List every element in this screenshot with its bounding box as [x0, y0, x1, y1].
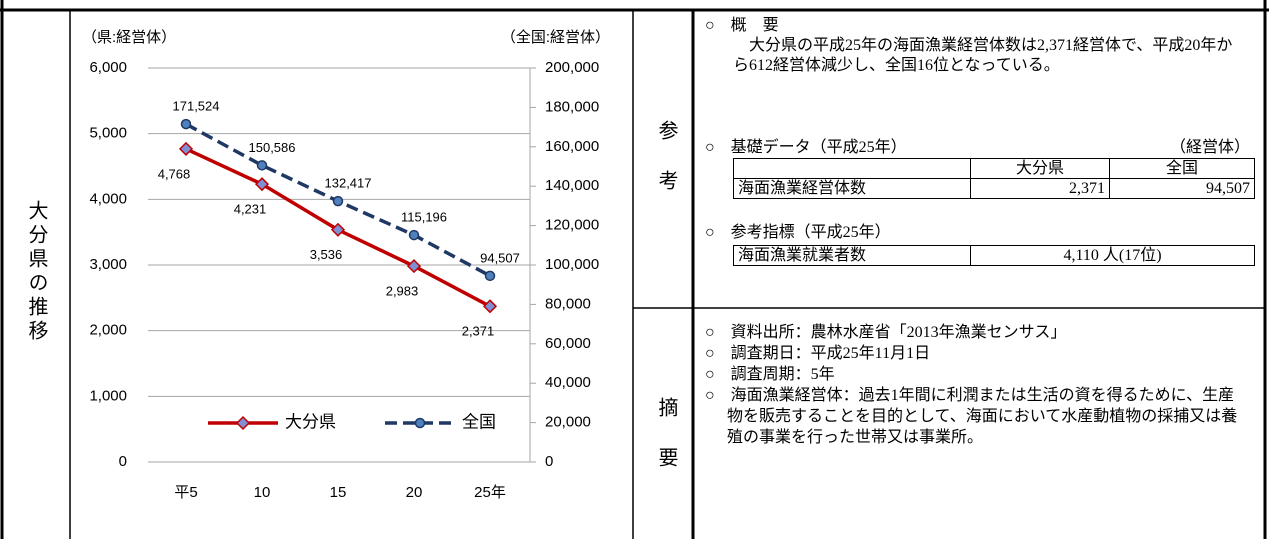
side-label: 大分県の推移: [25, 200, 47, 344]
y2-axis-title: （全国:経営体）: [501, 28, 610, 46]
y-tick-label: 2,000: [89, 322, 127, 339]
marker: [484, 270, 496, 282]
marker: [406, 259, 422, 274]
data-label: 4,231: [234, 202, 267, 217]
marker: [178, 141, 194, 156]
summary-item: ○ 資料出所：農林水産省「2013年漁業センサス」: [705, 324, 1067, 341]
y-tick-label: 3,000: [89, 256, 127, 273]
overview-text: 大分県の平成25年の海面漁業経営体数は2,371経営体で、平成20年から612経…: [733, 37, 1233, 74]
legend-label: 大分県: [285, 412, 336, 431]
summary-item: ○ 調査期日：平成25年11月1日: [705, 345, 931, 362]
y2-tick-label: 60,000: [545, 335, 591, 352]
marker: [332, 195, 344, 207]
table-header: 全国: [1109, 158, 1255, 179]
indicator-table: 海面漁業就業者数 4,110 人(17位): [733, 245, 1255, 266]
table-cell: 海面漁業就業者数: [733, 245, 971, 266]
table-header: 大分県: [970, 158, 1110, 179]
legend-marker: [414, 417, 426, 429]
marker: [256, 160, 268, 171]
legend-marker: [235, 415, 251, 431]
summary-list: ○ 資料出所：農林水産省「2013年漁業センサス」 ○ 調査期日：平成25年11月…: [705, 322, 1250, 448]
x-tick-label: 平5: [174, 484, 197, 501]
data-label: 115,196: [401, 210, 447, 225]
overview-heading: ○ 概 要: [705, 17, 779, 34]
chart: （県:経営体） （全国:経営体） 0 1,000 2,000 3,000 4,000 5,00…: [82, 28, 610, 501]
basic-heading: ○ 基礎データ（平成25年）: [705, 139, 907, 156]
data-label: 94,507: [480, 250, 520, 265]
marker: [482, 299, 498, 314]
y-tick-label: 1,000: [89, 387, 127, 404]
y2-tick-label: 140,000: [545, 177, 599, 194]
marker: [254, 177, 270, 192]
data-label: 150,586: [249, 140, 296, 155]
y-tick-label: 6,000: [89, 59, 127, 76]
reference-label: 参考: [655, 120, 677, 220]
table-cell: 2,371: [970, 178, 1110, 199]
data-label: 4,768: [158, 166, 191, 181]
x-tick-label: 20: [406, 484, 423, 501]
y2-tick-label: 160,000: [545, 138, 599, 155]
legend-label: 全国: [462, 412, 496, 431]
y2-tick-label: 180,000: [545, 98, 599, 115]
data-label: 3,536: [310, 247, 343, 262]
x-tick-label: 15: [330, 484, 347, 501]
data-label: 2,371: [462, 324, 495, 339]
y2-tick-label: 20,000: [545, 414, 591, 431]
y2-tick-label: 80,000: [545, 295, 591, 312]
y2-tick-label: 120,000: [545, 217, 599, 234]
y-axis-title: （県:経営体）: [82, 29, 176, 46]
y-tick-label: 4,000: [89, 190, 127, 207]
basic-table: 大分県 全国 海面漁業経営体数 2,371 94,507: [733, 158, 1255, 199]
summary-item: ○ 海面漁業経営体：過去1年間に利潤または生活の資を得るために、生産物を販売する…: [705, 387, 1238, 446]
basic-unit: （経営体）: [1169, 139, 1250, 156]
data-label: 132,417: [325, 176, 372, 191]
y-tick-label: 0: [119, 453, 127, 470]
marker: [330, 222, 346, 237]
summary-label: 摘要: [655, 397, 677, 497]
table-cell: 海面漁業経営体数: [733, 178, 971, 199]
marker: [180, 118, 192, 130]
data-label: 2,983: [386, 284, 419, 299]
x-tick-label: 10: [254, 484, 271, 501]
y-tick-label: 5,000: [89, 125, 127, 142]
y2-tick-label: 100,000: [545, 256, 599, 273]
marker: [408, 229, 420, 241]
data-label: 171,524: [173, 99, 220, 114]
y2-tick-label: 0: [545, 453, 553, 470]
table-cell: 4,110 人(17位): [970, 245, 1255, 266]
y2-tick-label: 40,000: [545, 374, 591, 391]
table-cell: 94,507: [1109, 178, 1255, 199]
x-tick-label: 25年: [474, 484, 506, 501]
summary-item: ○ 調査周期：5年: [705, 366, 835, 383]
y2-tick-label: 200,000: [545, 59, 599, 76]
indicator-heading: ○ 参考指標（平成25年）: [705, 224, 891, 241]
empty-cell: [733, 158, 971, 179]
